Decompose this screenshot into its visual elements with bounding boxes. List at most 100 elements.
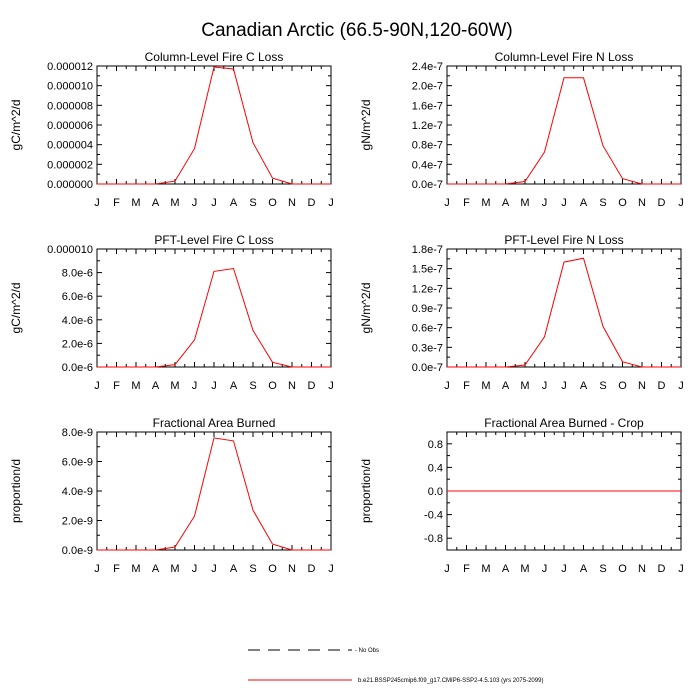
x-tick-label: M <box>520 380 529 392</box>
plot-frame <box>96 248 332 368</box>
y-tick-label: 1.2e-7 <box>412 120 443 132</box>
y-tick-label: -0.8 <box>424 533 443 545</box>
x-tick-label: O <box>268 197 277 209</box>
legend: - No Obs b.e21.BSSP245cmip6.f09_g17.CMIP… <box>248 648 543 684</box>
x-tick-label: F <box>113 380 120 392</box>
x-tick-label: J <box>328 563 334 575</box>
panel-title: Column-Level Fire C Loss <box>145 50 284 64</box>
y-axis-label: gN/m^2/d <box>359 283 373 334</box>
x-tick-label: O <box>618 563 627 575</box>
x-tick-label: M <box>170 380 179 392</box>
x-tick-label: A <box>580 380 588 392</box>
series-line <box>97 437 331 551</box>
series-line <box>97 66 331 185</box>
x-tick-label: N <box>638 563 646 575</box>
y-tick-label: 8.0e-9 <box>62 427 93 439</box>
y-tick-label: -0.4 <box>424 510 443 522</box>
x-tick-label: M <box>481 380 490 392</box>
chart-panel-6: Fractional Area Burned - Crop proportion/… <box>359 416 684 575</box>
x-tick-label: D <box>308 563 316 575</box>
series-line <box>447 257 681 368</box>
x-tick-label: A <box>502 380 510 392</box>
legend-model-label: b.e21.BSSP245cmip6.f09_g17.CMIP6-SSP2-4.… <box>358 678 543 684</box>
x-tick-label: M <box>131 563 140 575</box>
y-tick-label: 0.3e-7 <box>412 342 443 354</box>
y-axis-label: gC/m^2/d <box>9 100 23 151</box>
x-tick-label: O <box>618 380 627 392</box>
x-tick-label: J <box>94 380 100 392</box>
x-tick-label: S <box>599 563 606 575</box>
y-tick-label: 0.0e-7 <box>412 362 443 374</box>
x-tick-label: D <box>658 197 666 209</box>
x-tick-label: J <box>94 563 100 575</box>
x-tick-label: M <box>131 197 140 209</box>
x-tick-label: N <box>638 380 646 392</box>
y-tick-label: 0.000012 <box>47 61 93 73</box>
x-tick-label: J <box>328 197 334 209</box>
x-tick-label: N <box>288 563 296 575</box>
x-tick-label: J <box>561 563 567 575</box>
x-tick-label: A <box>230 197 238 209</box>
y-tick-label: 2.0e-7 <box>412 81 443 93</box>
plot-frame <box>96 65 332 185</box>
y-tick-label: 0.000000 <box>47 179 93 191</box>
x-tick-label: A <box>152 380 160 392</box>
x-tick-label: F <box>463 380 470 392</box>
x-tick-label: J <box>444 197 450 209</box>
y-tick-label: 6.0e-6 <box>62 291 93 303</box>
y-axis-label: proportion/d <box>9 459 23 523</box>
y-tick-label: 1.2e-7 <box>412 283 443 295</box>
y-tick-label: 0.0e-7 <box>412 179 443 191</box>
x-tick-label: O <box>268 380 277 392</box>
x-tick-label: A <box>230 563 238 575</box>
y-tick-label: 0.000006 <box>47 120 93 132</box>
figure-title: Canadian Arctic (66.5-90N,120-60W) <box>201 20 513 41</box>
y-tick-label: 0.0 <box>428 486 443 498</box>
y-tick-label: 0.4 <box>428 462 443 474</box>
y-tick-label: 2.4e-7 <box>412 61 443 73</box>
y-tick-label: 0.000004 <box>47 140 93 152</box>
x-tick-label: J <box>211 197 217 209</box>
x-tick-label: N <box>288 380 296 392</box>
y-tick-label: 8.0e-6 <box>62 268 93 280</box>
x-tick-label: S <box>249 380 256 392</box>
legend-obs-label: - No Obs <box>355 648 379 654</box>
plot-frame <box>446 65 682 185</box>
x-tick-label: J <box>542 563 548 575</box>
x-tick-label: F <box>463 197 470 209</box>
y-tick-label: 1.6e-7 <box>412 100 443 112</box>
y-tick-label: 0.9e-7 <box>412 303 443 315</box>
panel-title: PFT-Level Fire N Loss <box>504 233 623 247</box>
panel-title: Column-Level Fire N Loss <box>495 50 634 64</box>
x-tick-label: O <box>268 563 277 575</box>
x-tick-label: S <box>249 563 256 575</box>
y-tick-label: 2.0e-9 <box>62 516 93 528</box>
y-tick-label: 2.0e-6 <box>62 338 93 350</box>
x-tick-label: J <box>328 380 334 392</box>
x-tick-label: D <box>308 380 316 392</box>
x-tick-label: J <box>542 197 548 209</box>
x-tick-label: A <box>580 563 588 575</box>
x-tick-label: J <box>561 197 567 209</box>
y-tick-label: 0.6e-7 <box>412 323 443 335</box>
x-tick-label: A <box>152 197 160 209</box>
y-tick-label: 0.4e-7 <box>412 159 443 171</box>
panel-title: PFT-Level Fire C Loss <box>154 233 273 247</box>
x-tick-label: M <box>170 563 179 575</box>
x-tick-label: A <box>580 197 588 209</box>
x-tick-label: J <box>192 563 198 575</box>
x-tick-label: D <box>308 197 316 209</box>
x-tick-label: M <box>520 197 529 209</box>
x-tick-label: J <box>678 563 684 575</box>
x-tick-label: N <box>288 197 296 209</box>
plot-frame <box>446 248 682 368</box>
x-tick-label: J <box>211 380 217 392</box>
panel-title: Fractional Area Burned - Crop <box>484 416 644 430</box>
x-tick-label: S <box>249 197 256 209</box>
y-tick-label: 0.000010 <box>47 244 93 256</box>
y-tick-label: 0.000008 <box>47 100 93 112</box>
